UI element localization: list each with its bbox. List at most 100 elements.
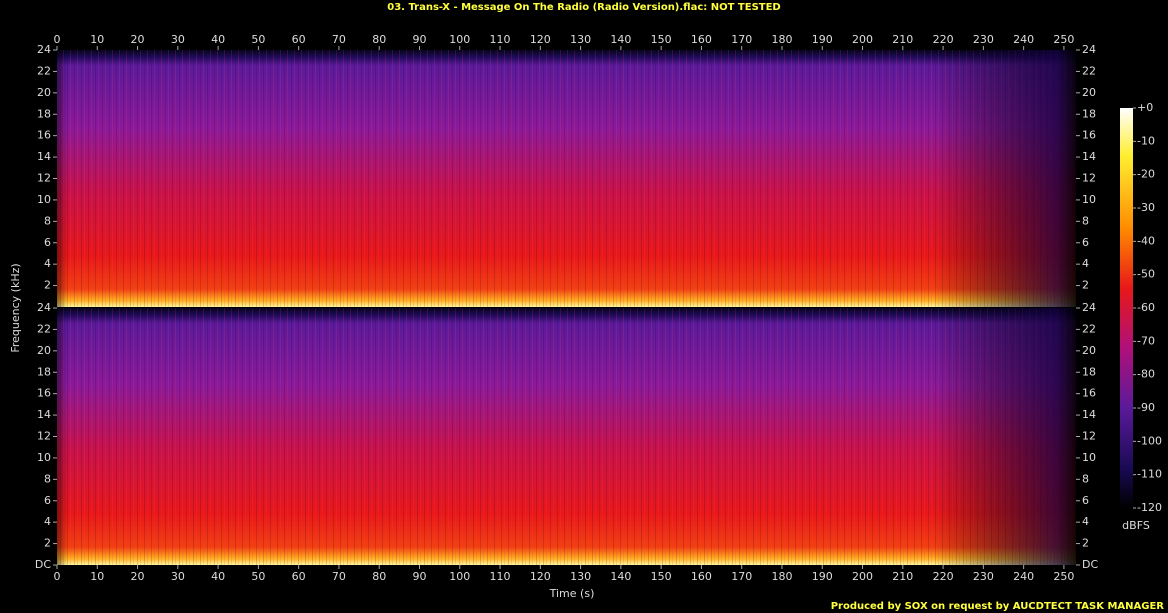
y-tick-label: 2 bbox=[44, 279, 51, 292]
y-axis-label: Frequency (kHz) bbox=[9, 263, 22, 352]
y-tick-label: 4 bbox=[44, 257, 51, 270]
y-tick-label: DC bbox=[1082, 558, 1098, 571]
x-tick-label: 230 bbox=[973, 33, 994, 46]
x-tick-label: 70 bbox=[332, 33, 346, 46]
y-tick-label: 18 bbox=[1082, 107, 1096, 120]
y-tick-label: 10 bbox=[37, 451, 51, 464]
y-tick-label: 14 bbox=[37, 150, 51, 163]
x-tick-label: 200 bbox=[852, 570, 873, 583]
x-tick-label: 40 bbox=[211, 570, 225, 583]
footer: Produced by SOX on request by AUCDTECT T… bbox=[831, 601, 1165, 612]
x-tick-label: 90 bbox=[412, 33, 426, 46]
x-tick-label: 250 bbox=[1053, 33, 1074, 46]
x-tick-label: 60 bbox=[292, 570, 306, 583]
x-tick-label: 220 bbox=[933, 570, 954, 583]
x-tick-label: 220 bbox=[933, 33, 954, 46]
y-tick-label: 18 bbox=[1082, 365, 1096, 378]
x-tick-label: 0 bbox=[54, 33, 61, 46]
spectrogram-fade bbox=[57, 308, 1076, 565]
x-tick-label: 20 bbox=[131, 33, 145, 46]
colorbar-tick-label: -100 bbox=[1137, 434, 1162, 447]
x-tick-label: 50 bbox=[251, 570, 265, 583]
x-tick-label: 100 bbox=[449, 33, 470, 46]
colorbar-tick-label: -120 bbox=[1137, 501, 1162, 514]
y-tick-label: 4 bbox=[44, 515, 51, 528]
colorbar-tick-label: -70 bbox=[1137, 334, 1155, 347]
x-tick-label: 110 bbox=[490, 33, 511, 46]
colorbar-tick-label: -50 bbox=[1137, 268, 1155, 281]
x-tick-label: 20 bbox=[131, 570, 145, 583]
x-tick-label: 240 bbox=[1013, 33, 1034, 46]
y-tick-label: 10 bbox=[1082, 193, 1096, 206]
y-tick-label: 6 bbox=[44, 236, 51, 249]
y-tick-label: 18 bbox=[37, 365, 51, 378]
y-tick-label: 24 bbox=[37, 301, 51, 314]
colorbar-label: dBFS bbox=[1122, 519, 1150, 532]
x-tick-label: 150 bbox=[651, 570, 672, 583]
y-tick-label: 16 bbox=[37, 129, 51, 142]
y-tick-label: 14 bbox=[1082, 150, 1096, 163]
y-tick-label: 20 bbox=[37, 86, 51, 99]
y-tick-label: 22 bbox=[1082, 64, 1096, 77]
x-tick-label: 170 bbox=[731, 570, 752, 583]
colorbar-tick-label: -110 bbox=[1137, 468, 1162, 481]
x-tick-label: 200 bbox=[852, 33, 873, 46]
colorbar-tick-label: +0 bbox=[1137, 101, 1153, 114]
y-tick-label: 2 bbox=[1082, 279, 1089, 292]
x-tick-label: 150 bbox=[651, 33, 672, 46]
y-tick-label: 16 bbox=[37, 387, 51, 400]
y-tick-label: 8 bbox=[44, 214, 51, 227]
x-tick-label: 190 bbox=[812, 570, 833, 583]
x-tick-label: 80 bbox=[372, 570, 386, 583]
x-tick-label: 190 bbox=[812, 33, 833, 46]
y-tick-label: 16 bbox=[1082, 387, 1096, 400]
x-tick-label: 120 bbox=[530, 570, 551, 583]
x-tick-label: 180 bbox=[771, 33, 792, 46]
y-tick-label: 20 bbox=[37, 344, 51, 357]
spectrogram-fade bbox=[57, 50, 1076, 307]
y-tick-label: 20 bbox=[1082, 86, 1096, 99]
y-tick-label: 14 bbox=[1082, 408, 1096, 421]
y-tick-label: 22 bbox=[37, 64, 51, 77]
y-tick-label: 24 bbox=[1082, 43, 1096, 56]
x-tick-label: 100 bbox=[449, 570, 470, 583]
x-tick-label: 40 bbox=[211, 33, 225, 46]
colorbar-tick-label: -20 bbox=[1137, 168, 1155, 181]
chart-title: 03. Trans-X - Message On The Radio (Radi… bbox=[387, 2, 780, 13]
x-tick-label: 50 bbox=[251, 33, 265, 46]
x-tick-label: 180 bbox=[771, 570, 792, 583]
x-tick-label: 140 bbox=[610, 33, 631, 46]
y-tick-label: DC bbox=[35, 558, 51, 571]
y-tick-label: 10 bbox=[37, 193, 51, 206]
x-tick-label: 80 bbox=[372, 33, 386, 46]
y-tick-label: 12 bbox=[37, 172, 51, 185]
colorbar-tick-label: -90 bbox=[1137, 401, 1155, 414]
y-tick-label: 4 bbox=[1082, 257, 1089, 270]
y-tick-label: 8 bbox=[44, 472, 51, 485]
x-tick-label: 0 bbox=[54, 570, 61, 583]
y-tick-label: 12 bbox=[1082, 430, 1096, 443]
x-tick-label: 10 bbox=[90, 33, 104, 46]
colorbar-tick-label: -10 bbox=[1137, 134, 1155, 147]
y-tick-label: 2 bbox=[1082, 537, 1089, 550]
x-tick-label: 210 bbox=[892, 570, 913, 583]
x-tick-label: 110 bbox=[490, 570, 511, 583]
x-tick-label: 240 bbox=[1013, 570, 1034, 583]
x-tick-label: 210 bbox=[892, 33, 913, 46]
y-tick-label: 6 bbox=[1082, 236, 1089, 249]
x-tick-label: 70 bbox=[332, 570, 346, 583]
x-tick-label: 160 bbox=[691, 570, 712, 583]
y-tick-label: 16 bbox=[1082, 129, 1096, 142]
y-tick-label: 14 bbox=[37, 408, 51, 421]
y-tick-label: 22 bbox=[1082, 322, 1096, 335]
colorbar-tick-label: -30 bbox=[1137, 201, 1155, 214]
colorbar-tick-label: -80 bbox=[1137, 368, 1155, 381]
y-tick-label: 4 bbox=[1082, 515, 1089, 528]
x-tick-label: 60 bbox=[292, 33, 306, 46]
y-tick-label: 8 bbox=[1082, 214, 1089, 227]
y-tick-label: 12 bbox=[37, 430, 51, 443]
y-tick-label: 8 bbox=[1082, 472, 1089, 485]
y-tick-label: 24 bbox=[37, 43, 51, 56]
colorbar bbox=[1120, 108, 1133, 508]
y-tick-label: 12 bbox=[1082, 172, 1096, 185]
